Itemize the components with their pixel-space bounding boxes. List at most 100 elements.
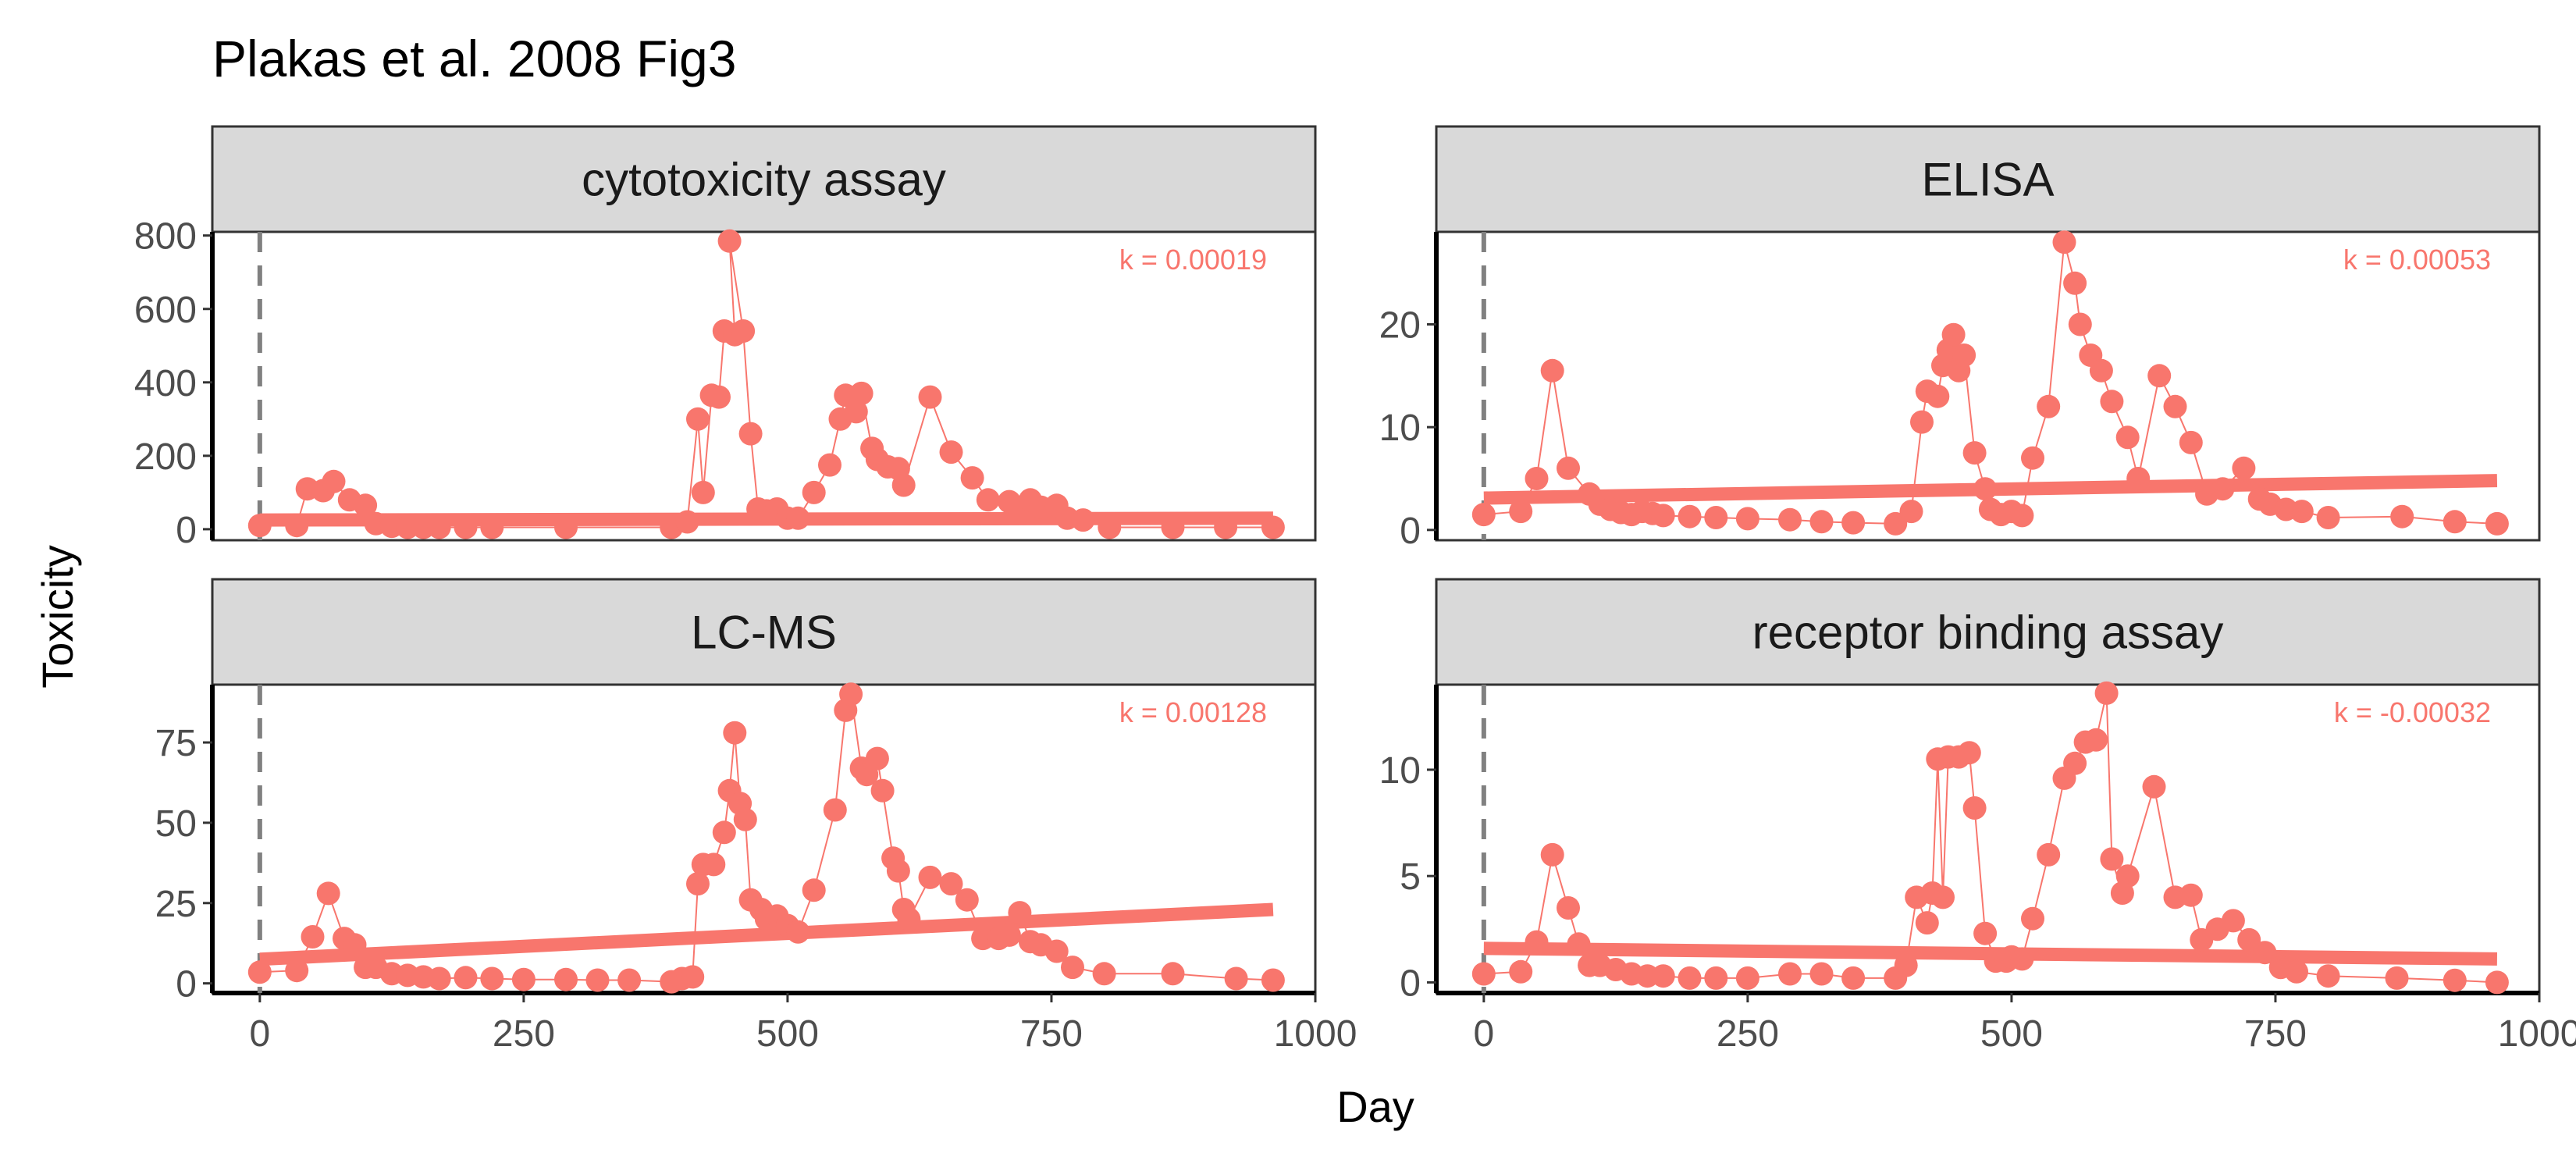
data-point bbox=[1044, 939, 1069, 963]
x-tick-label: 0 bbox=[1473, 1013, 1494, 1055]
data-point bbox=[1884, 511, 1908, 536]
data-point bbox=[2063, 271, 2087, 295]
data-point bbox=[1941, 322, 1966, 347]
data-point bbox=[1841, 966, 1866, 990]
data-point bbox=[2232, 456, 2256, 480]
data-point bbox=[939, 872, 963, 896]
x-tick-label: 250 bbox=[1717, 1013, 1779, 1055]
panel-border bbox=[211, 683, 1317, 995]
data-point bbox=[2010, 947, 2034, 971]
data-point bbox=[2147, 364, 2172, 388]
data-point bbox=[686, 872, 710, 896]
data-point bbox=[480, 515, 504, 539]
panel-border bbox=[211, 230, 1317, 542]
data-point bbox=[786, 920, 810, 944]
data-point bbox=[1008, 901, 1032, 925]
facet-strip bbox=[1435, 578, 2541, 686]
data-point bbox=[802, 878, 826, 902]
data-point bbox=[1098, 515, 1122, 539]
data-point bbox=[918, 865, 942, 889]
data-point bbox=[427, 515, 451, 539]
data-point bbox=[2021, 906, 2044, 931]
data-point bbox=[1931, 885, 1955, 909]
data-point bbox=[2221, 909, 2245, 933]
y-axis-title: Toxicity bbox=[33, 545, 82, 689]
data-point bbox=[686, 407, 710, 431]
data-point bbox=[1957, 741, 1981, 765]
data-point bbox=[2485, 970, 2509, 995]
data-point bbox=[2063, 751, 2087, 775]
data-point bbox=[733, 807, 757, 831]
data-point bbox=[1509, 500, 1533, 524]
data-point bbox=[731, 319, 756, 343]
data-point bbox=[511, 967, 535, 991]
data-point bbox=[2285, 959, 2308, 984]
data-point bbox=[2089, 358, 2113, 383]
data-point bbox=[844, 400, 868, 424]
data-point bbox=[2390, 504, 2414, 529]
data-point bbox=[1899, 500, 1923, 524]
data-point bbox=[823, 798, 847, 822]
k-annotation: k = 0.00128 bbox=[1119, 696, 1267, 728]
data-point bbox=[480, 966, 504, 991]
data-point bbox=[1161, 962, 1185, 986]
y-tick-label: 10 bbox=[1379, 750, 1421, 792]
data-point bbox=[454, 966, 478, 990]
data-point bbox=[1894, 953, 1918, 977]
data-point bbox=[1471, 503, 1496, 527]
data-point bbox=[1809, 962, 1834, 986]
data-point bbox=[2010, 504, 2034, 528]
y-tick-label: 5 bbox=[1400, 856, 1421, 898]
data-point bbox=[1557, 896, 1580, 920]
data-point bbox=[839, 682, 863, 707]
data-point bbox=[1651, 504, 1675, 528]
data-point bbox=[354, 493, 378, 518]
x-tick-label: 500 bbox=[756, 1013, 819, 1055]
x-tick-label: 1000 bbox=[1274, 1013, 1357, 1055]
data-point bbox=[585, 968, 610, 992]
chart-title: Plakas et al. 2008 Fig3 bbox=[212, 30, 736, 87]
data-point bbox=[2179, 883, 2203, 907]
data-point bbox=[2316, 964, 2340, 988]
data-point bbox=[1910, 410, 1934, 434]
y-tick-label: 400 bbox=[134, 363, 197, 404]
data-point bbox=[1778, 507, 1802, 532]
data-point bbox=[1567, 932, 1591, 956]
data-point bbox=[702, 852, 726, 877]
data-point bbox=[886, 859, 910, 883]
data-point bbox=[1525, 467, 1549, 490]
data-point bbox=[2115, 425, 2140, 450]
data-point bbox=[918, 385, 942, 409]
data-point bbox=[2142, 774, 2166, 799]
data-point bbox=[1973, 921, 1998, 945]
data-point bbox=[1678, 966, 1702, 990]
y-tick-label: 25 bbox=[155, 884, 197, 925]
data-point bbox=[707, 385, 731, 409]
data-point bbox=[2126, 467, 2151, 490]
data-point bbox=[717, 229, 742, 253]
data-point bbox=[1962, 796, 1987, 820]
data-point bbox=[1092, 962, 1116, 986]
data-point bbox=[2100, 847, 2124, 871]
fit-line bbox=[259, 902, 1274, 966]
data-point bbox=[1841, 511, 1866, 535]
data-point bbox=[1071, 508, 1095, 532]
data-point bbox=[454, 515, 478, 539]
data-point bbox=[1509, 959, 1533, 984]
facet-panel: ELISA 0 10 20 k = 0.00053 bbox=[1379, 125, 2541, 552]
facet-strip-label: receptor binding assay bbox=[1752, 607, 2224, 659]
data-point bbox=[691, 480, 715, 504]
y-tick-label: 600 bbox=[134, 290, 197, 331]
data-point bbox=[554, 967, 578, 991]
data-point bbox=[2385, 966, 2409, 990]
data-point bbox=[849, 381, 873, 405]
data-point bbox=[2021, 446, 2044, 470]
data-point bbox=[1915, 911, 1939, 935]
data-point bbox=[322, 469, 346, 493]
y-tick-label: 0 bbox=[1400, 963, 1421, 1004]
data-point bbox=[1214, 515, 1238, 539]
data-point bbox=[870, 778, 895, 803]
data-point bbox=[997, 923, 1021, 947]
data-point bbox=[1224, 966, 1248, 991]
